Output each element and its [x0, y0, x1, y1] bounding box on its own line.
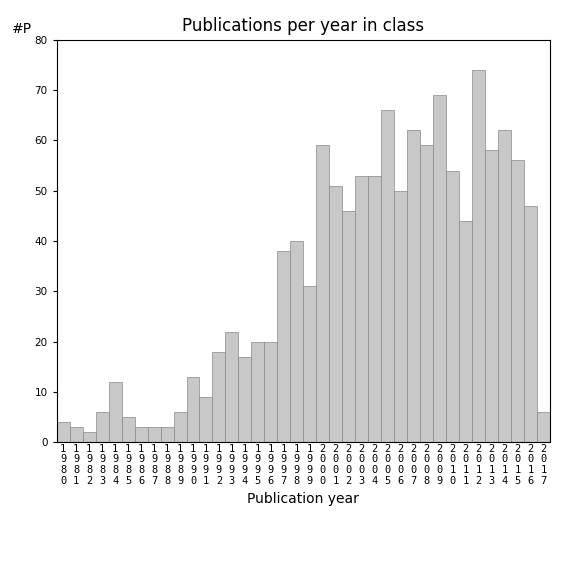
Bar — [381, 110, 394, 442]
Bar — [264, 341, 277, 442]
Bar — [303, 286, 316, 442]
Bar — [446, 171, 459, 442]
Bar — [57, 422, 70, 442]
Bar — [394, 191, 407, 442]
Bar — [239, 357, 251, 442]
Bar — [200, 397, 213, 442]
Bar — [407, 130, 420, 442]
Bar — [498, 130, 511, 442]
Bar — [316, 145, 329, 442]
Bar — [472, 70, 485, 442]
Bar — [109, 382, 121, 442]
Bar — [187, 377, 200, 442]
Bar — [433, 95, 446, 442]
Bar — [524, 206, 537, 442]
Bar — [70, 427, 83, 442]
Bar — [537, 412, 550, 442]
Bar — [121, 417, 134, 442]
Bar — [96, 412, 109, 442]
Bar — [485, 150, 498, 442]
Bar — [420, 145, 433, 442]
X-axis label: Publication year: Publication year — [247, 492, 359, 506]
Bar — [329, 185, 342, 442]
Bar — [277, 251, 290, 442]
Bar — [511, 160, 524, 442]
Title: Publications per year in class: Publications per year in class — [182, 18, 425, 35]
Bar — [174, 412, 187, 442]
Bar — [213, 352, 226, 442]
Bar — [134, 427, 147, 442]
Y-axis label: #P: #P — [12, 22, 32, 36]
Bar — [290, 241, 303, 442]
Bar — [356, 176, 368, 442]
Bar — [251, 341, 264, 442]
Bar — [226, 332, 239, 442]
Bar — [342, 211, 356, 442]
Bar — [459, 221, 472, 442]
Bar — [83, 432, 96, 442]
Bar — [147, 427, 160, 442]
Bar — [160, 427, 174, 442]
Bar — [368, 176, 381, 442]
